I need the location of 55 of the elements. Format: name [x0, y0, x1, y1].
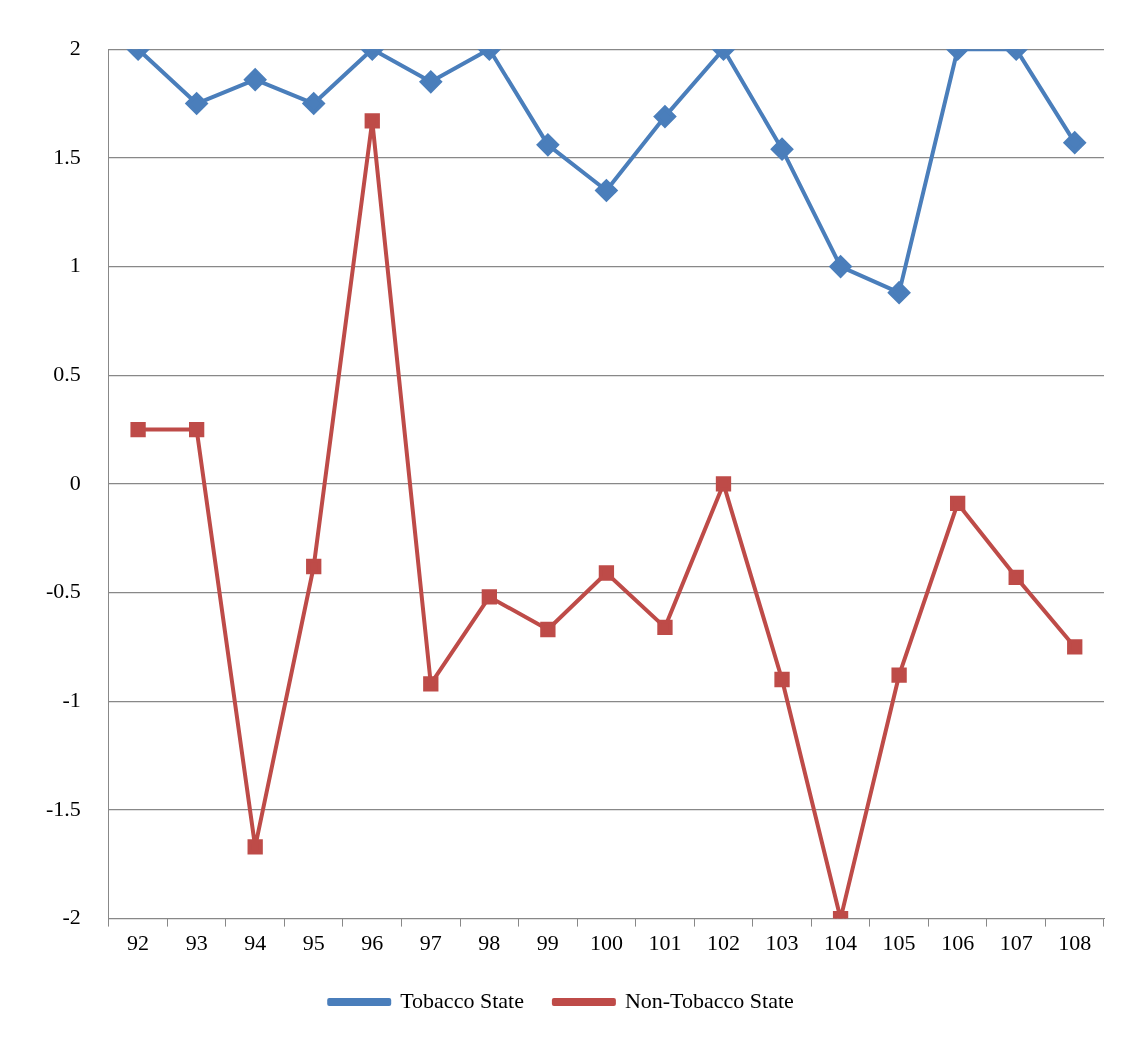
point [1008, 569, 1024, 586]
point [1063, 131, 1086, 154]
point [244, 68, 267, 91]
y-tick-label: 1 [69, 252, 81, 278]
y-tick-label: -1.5 [46, 795, 81, 821]
x-tick-label: 108 [1058, 929, 1092, 955]
legend-label: Non-Tobacco State [624, 987, 794, 1013]
point [302, 92, 325, 115]
y-tick-label: -1 [62, 687, 81, 713]
point [715, 476, 732, 492]
y-tick-label: 0 [69, 469, 81, 495]
point [949, 495, 966, 512]
point [1067, 639, 1083, 655]
point [130, 421, 146, 438]
point [891, 667, 907, 683]
point [598, 565, 615, 581]
x-tick-label: 107 [999, 929, 1033, 955]
y-tick-label: 0.5 [53, 361, 81, 387]
x-tick-label: 99 [536, 929, 559, 955]
x-tick-label: 95 [302, 929, 325, 955]
y-tick-label: -2 [62, 904, 81, 930]
x-tick-label: 101 [648, 929, 682, 955]
point [536, 133, 559, 156]
x-tick-label: 92 [127, 929, 150, 955]
point [540, 621, 556, 638]
point [829, 255, 852, 278]
point [247, 839, 263, 855]
x-tick-label: 106 [941, 929, 975, 955]
point [306, 558, 322, 575]
point [185, 92, 208, 115]
x-tick-label: 98 [478, 929, 501, 955]
point [653, 105, 676, 128]
point [888, 281, 911, 304]
x-tick-label: 102 [706, 929, 740, 955]
x-tick-label: 105 [882, 929, 916, 955]
point [657, 619, 673, 636]
x-tick-label: 96 [361, 929, 384, 955]
x-tick-label: 100 [589, 929, 623, 955]
x-tick-label: 103 [765, 929, 799, 955]
y-tick-label: 2 [69, 34, 81, 60]
point [481, 589, 497, 605]
legend-label: Tobacco State [400, 987, 524, 1013]
point [771, 138, 794, 161]
point [419, 70, 442, 93]
y-tick-label: -0.5 [46, 578, 81, 604]
point [423, 676, 439, 692]
point [188, 421, 205, 438]
point [595, 179, 618, 202]
x-tick-label: 93 [185, 929, 208, 955]
point [364, 113, 380, 129]
point [774, 671, 790, 688]
x-tick-label: 94 [244, 929, 267, 955]
y-tick-label: 1.5 [53, 143, 81, 169]
x-tick-label: 104 [824, 929, 858, 955]
x-tick-label: 97 [419, 929, 442, 955]
